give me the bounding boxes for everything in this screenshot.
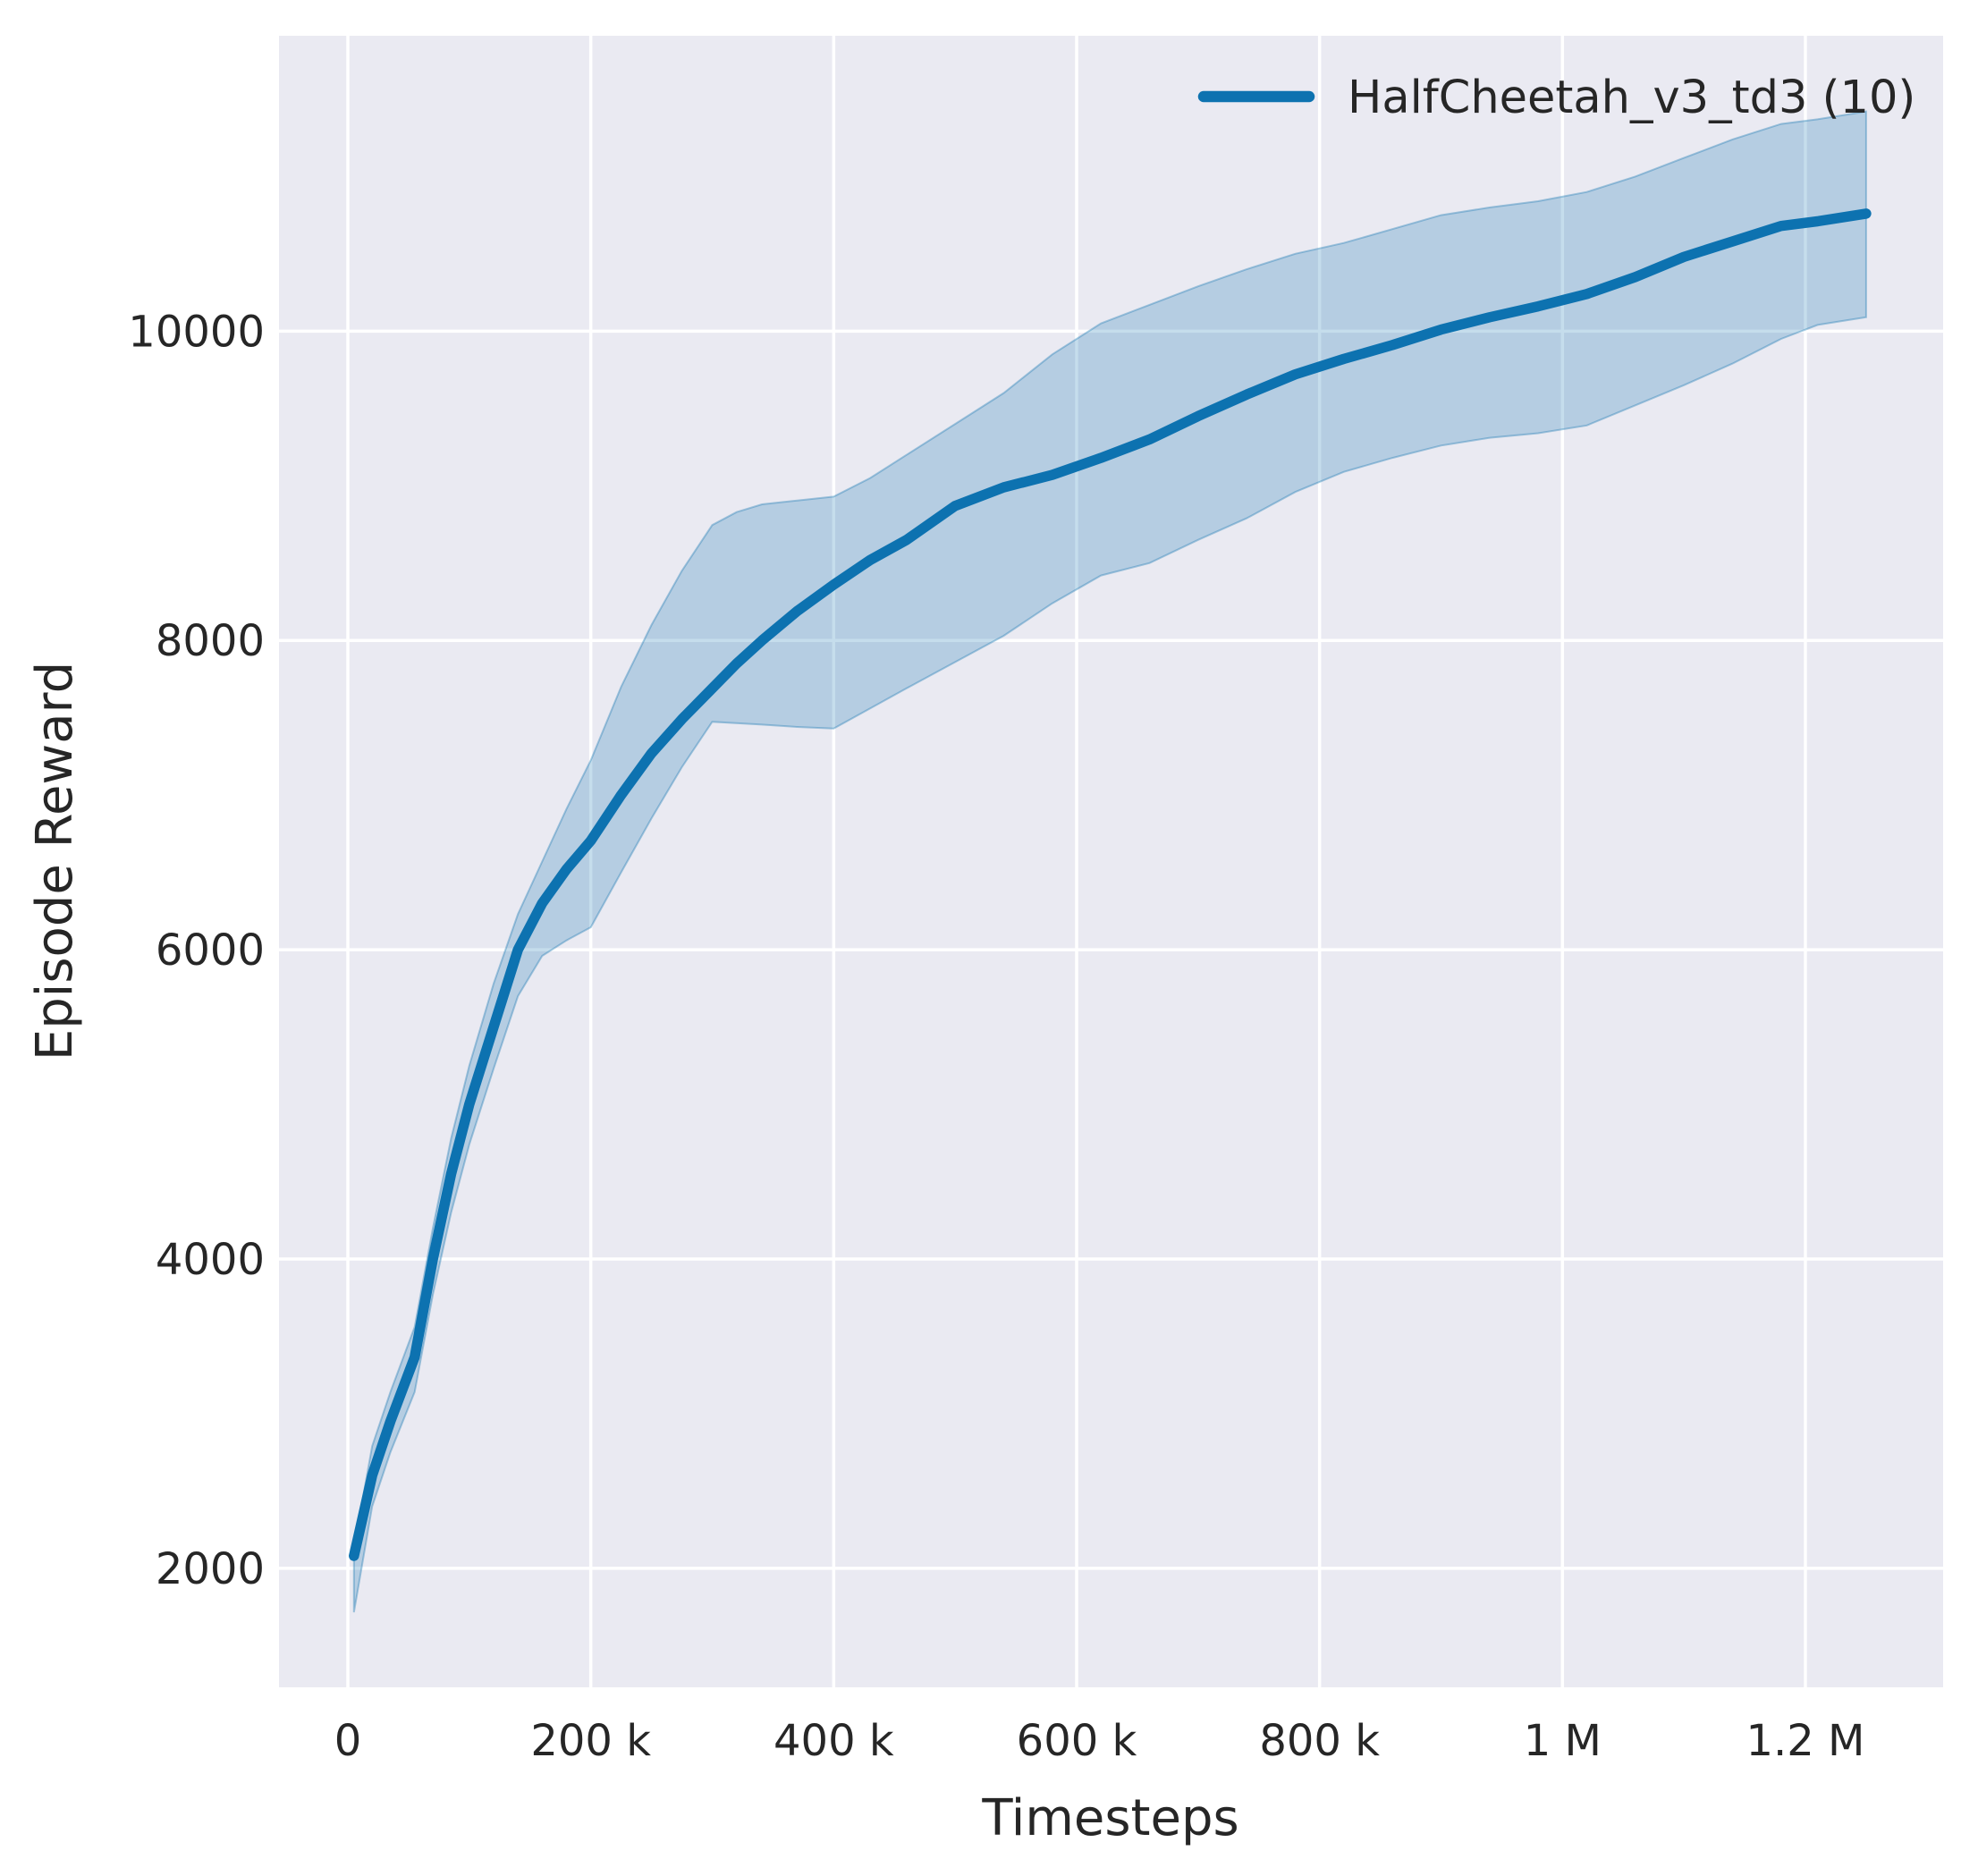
x-tick-label: 600 k (1017, 1716, 1137, 1766)
x-tick-label: 400 k (773, 1716, 894, 1766)
mean-line (349, 208, 1872, 1561)
x-tick-label: 1.2 M (1746, 1716, 1864, 1766)
y-tick-label: 2000 (156, 1544, 265, 1594)
x-tick-label: 200 k (530, 1716, 651, 1766)
legend-label: HalfCheetah_v3_td3 (10) (1348, 72, 1915, 124)
y-axis-title: Episode Reward (26, 662, 84, 1061)
std-band (352, 110, 1867, 1613)
y-tick-label: 4000 (156, 1235, 265, 1285)
x-tick-label: 0 (334, 1716, 362, 1766)
legend: HalfCheetah_v3_td3 (10) (1197, 72, 1915, 124)
y-tick-label: 6000 (156, 925, 265, 976)
y-tick-label: 10000 (128, 307, 265, 357)
plot-background (279, 36, 1943, 1687)
axis-titles: Timesteps Episode Reward (26, 662, 1239, 1847)
x-tick-label: 800 k (1259, 1716, 1380, 1766)
grid-lines (279, 36, 1943, 1687)
x-axis-title: Timesteps (981, 1789, 1238, 1847)
confidence-band (352, 110, 1867, 1613)
y-tick-label: 8000 (156, 616, 265, 666)
x-tick-label: 1 M (1524, 1716, 1602, 1766)
plot-area (279, 36, 1943, 1687)
tick-labels: 0 200 k 400 k 600 k 800 k 1 M 1.2 M 2000 4000 600… (128, 307, 1864, 1766)
mean-reward-line (349, 208, 1872, 1561)
